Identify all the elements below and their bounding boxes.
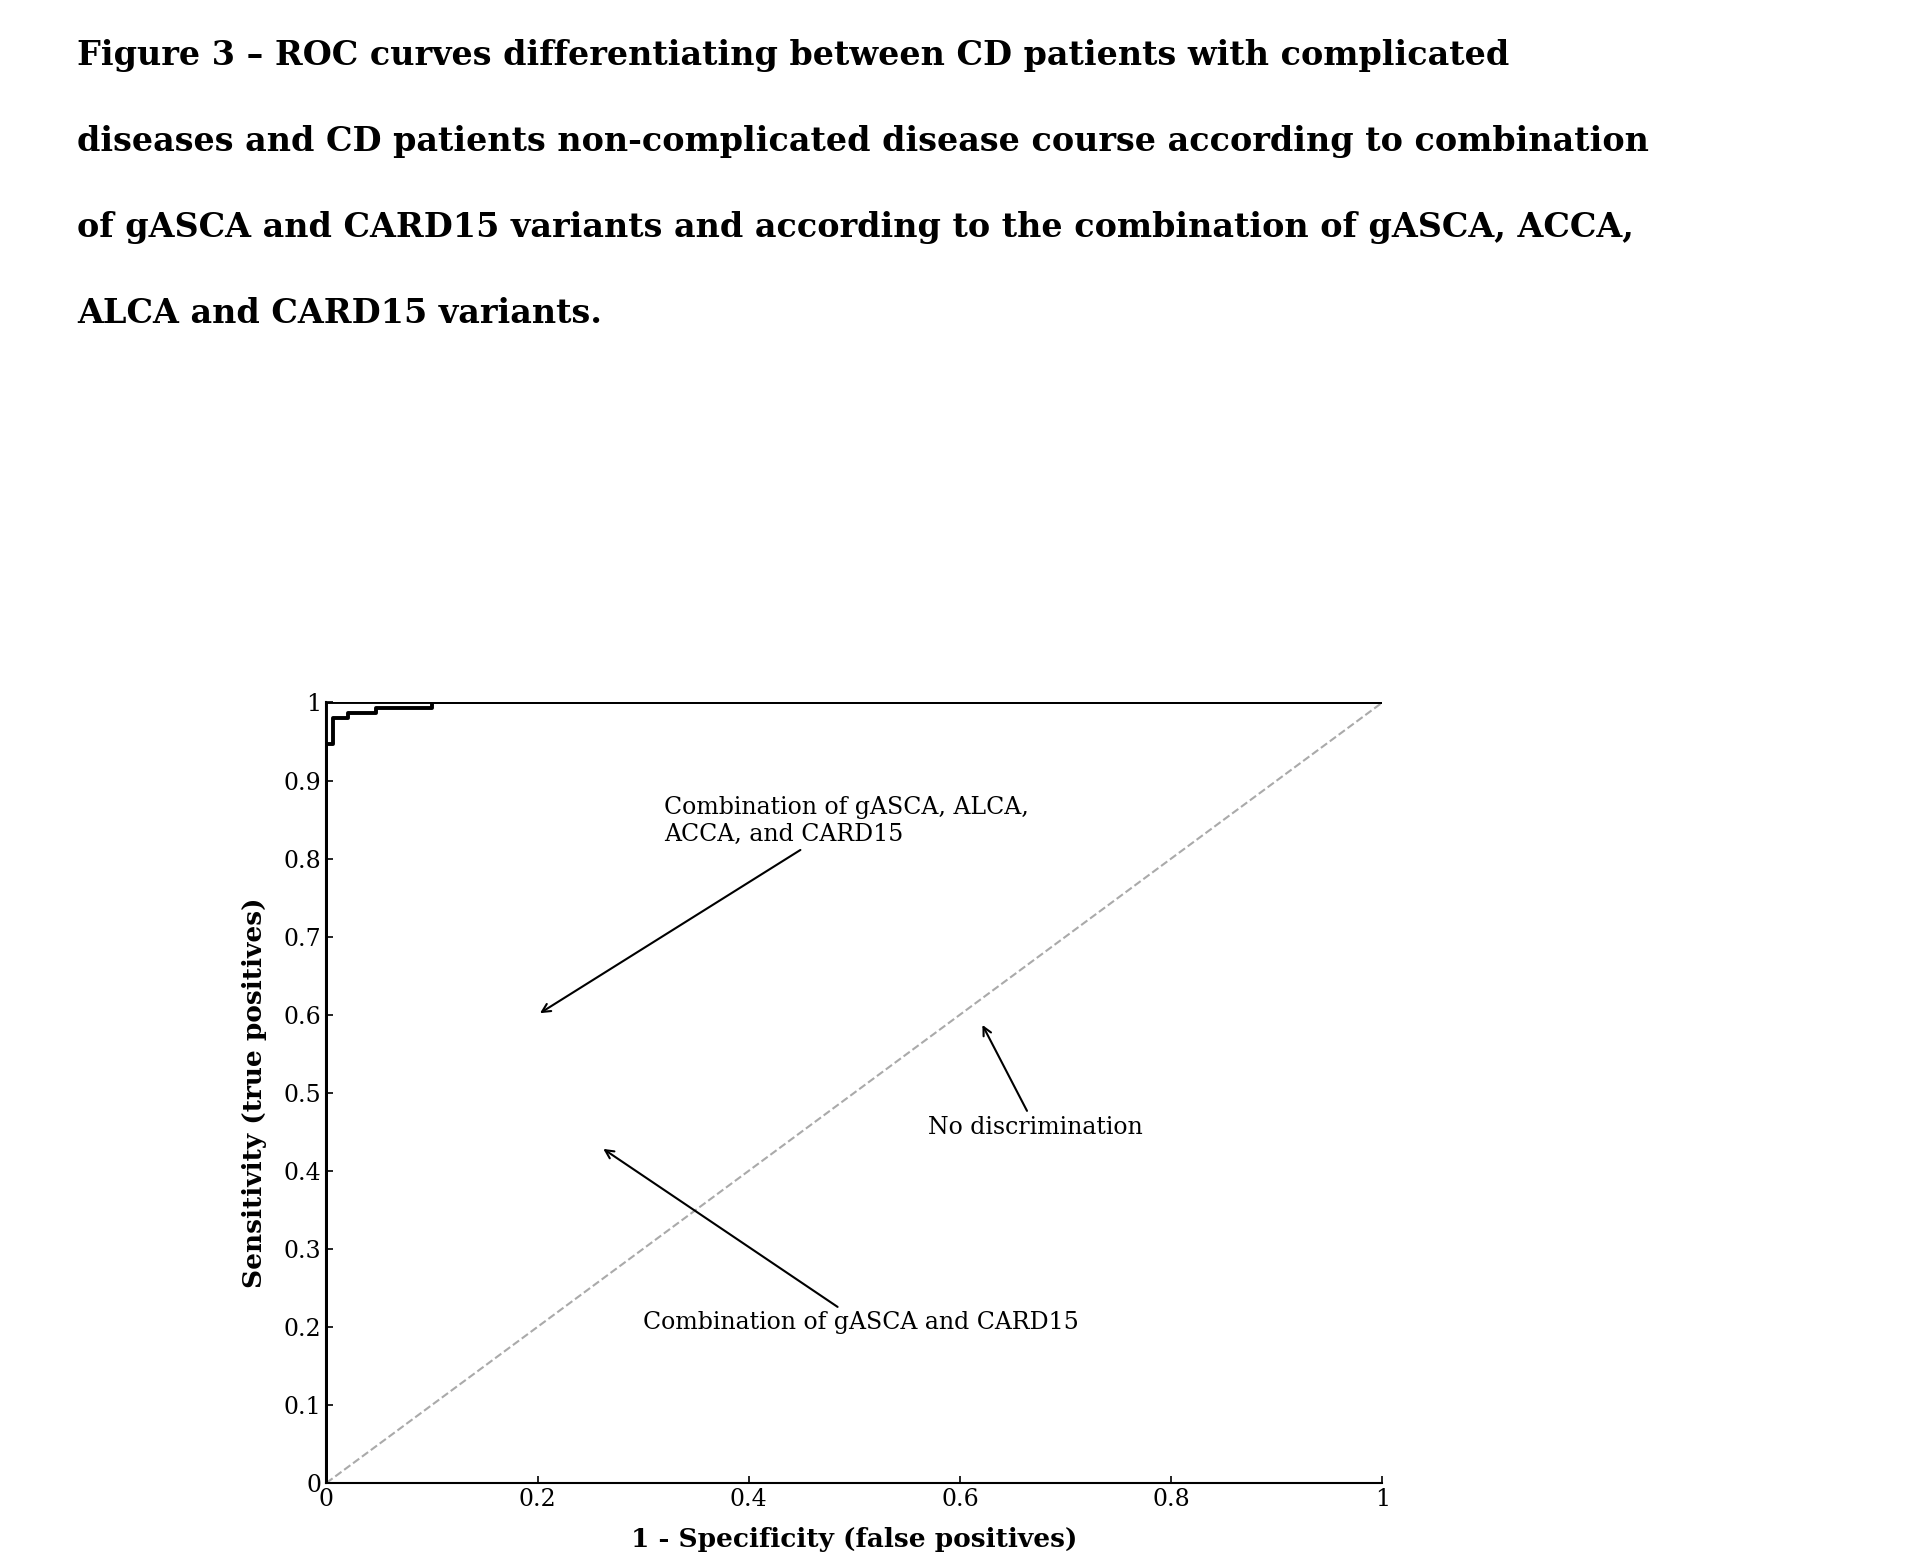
Text: No discrimination: No discrimination bbox=[929, 1027, 1142, 1140]
Text: diseases and CD patients non-complicated disease course according to combination: diseases and CD patients non-complicated… bbox=[77, 125, 1649, 158]
Text: Combination of gASCA, ALCA,
ACCA, and CARD15: Combination of gASCA, ALCA, ACCA, and CA… bbox=[541, 796, 1029, 1012]
Text: of gASCA and CARD15 variants and according to the combination of gASCA, ACCA,: of gASCA and CARD15 variants and accordi… bbox=[77, 211, 1634, 244]
Y-axis label: Sensitivity (true positives): Sensitivity (true positives) bbox=[242, 898, 267, 1288]
Text: ALCA and CARD15 variants.: ALCA and CARD15 variants. bbox=[77, 297, 601, 329]
Text: Figure 3 – ROC curves differentiating between CD patients with complicated: Figure 3 – ROC curves differentiating be… bbox=[77, 39, 1509, 72]
Text: Combination of gASCA and CARD15: Combination of gASCA and CARD15 bbox=[605, 1150, 1079, 1335]
X-axis label: 1 - Specificity (false positives): 1 - Specificity (false positives) bbox=[632, 1528, 1077, 1553]
